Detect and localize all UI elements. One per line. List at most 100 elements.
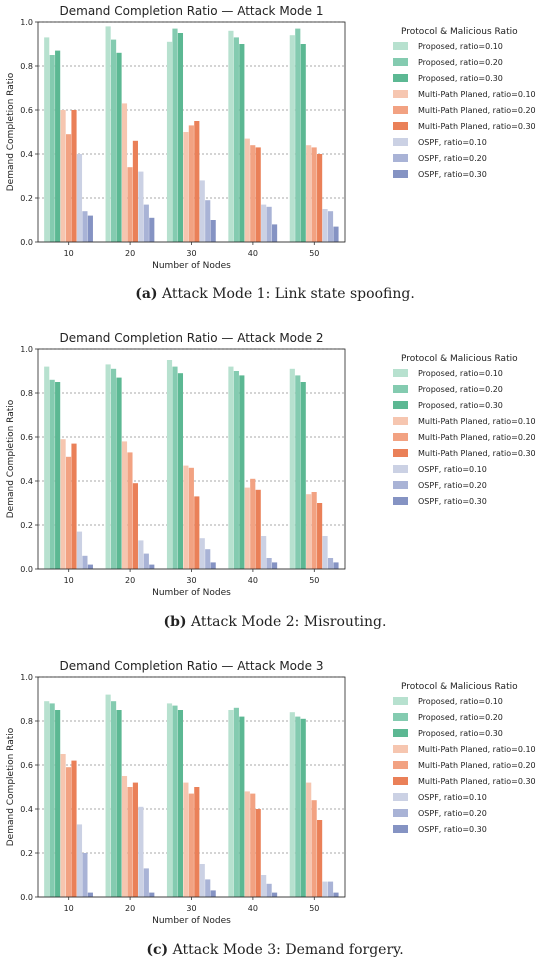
bar xyxy=(55,710,61,897)
bar xyxy=(194,787,200,897)
chart-title: Demand Completion Ratio — Attack Mode 2 xyxy=(60,331,324,345)
bar xyxy=(132,140,138,242)
x-tick-label: 40 xyxy=(248,576,258,585)
bar xyxy=(44,701,50,897)
bar xyxy=(143,204,149,242)
x-tick-label: 10 xyxy=(64,576,74,585)
x-tick-label: 10 xyxy=(64,249,74,258)
legend-swatch xyxy=(393,761,408,769)
legend-label: OSPF, ratio=0.20 xyxy=(418,809,487,818)
legend-label: Multi-Path Planed, ratio=0.10 xyxy=(418,745,536,754)
legend-swatch xyxy=(393,449,408,457)
bar xyxy=(177,710,184,897)
legend-swatch xyxy=(393,745,408,753)
bar xyxy=(105,364,111,569)
y-tick-label: 0.2 xyxy=(20,521,33,530)
legend-swatch xyxy=(393,497,408,505)
bar xyxy=(205,549,211,569)
bar xyxy=(177,33,184,242)
bar xyxy=(110,368,117,569)
x-tick-label: 50 xyxy=(309,249,319,258)
bar xyxy=(272,562,278,569)
bar xyxy=(255,809,261,897)
y-axis-label: Demand Completion Ratio xyxy=(6,727,16,846)
bar xyxy=(210,220,216,242)
y-tick-label: 0.8 xyxy=(20,389,33,398)
bar xyxy=(76,531,83,569)
x-tick-label: 10 xyxy=(64,904,74,913)
x-tick-label: 40 xyxy=(248,249,258,258)
bar xyxy=(49,703,55,897)
bar xyxy=(306,145,312,242)
bar xyxy=(261,536,267,569)
legend-swatch xyxy=(393,58,408,66)
chart-panel-1: Demand Completion Ratio — Attack Mode 1 0… xyxy=(0,0,550,280)
y-tick-label: 1.0 xyxy=(20,18,33,27)
bar xyxy=(210,890,216,897)
legend-swatch xyxy=(393,697,408,705)
bar xyxy=(289,368,295,569)
legend-title: Protocol & Malicious Ratio xyxy=(401,354,518,364)
y-tick-label: 0.6 xyxy=(20,761,33,770)
y-tick-label: 0.2 xyxy=(20,849,33,858)
legend-swatch xyxy=(393,481,408,489)
bar xyxy=(121,776,128,897)
x-tick-label: 50 xyxy=(309,904,319,913)
bar xyxy=(127,787,133,897)
bar xyxy=(55,50,61,242)
bar xyxy=(55,382,61,569)
bar xyxy=(261,875,267,897)
bar xyxy=(60,439,66,569)
legend-swatch xyxy=(393,90,408,98)
bar xyxy=(143,553,149,569)
legend-label: OSPF, ratio=0.20 xyxy=(418,481,487,490)
bar xyxy=(333,562,339,569)
bar xyxy=(244,487,250,569)
bar xyxy=(105,26,111,243)
y-tick-label: 0.0 xyxy=(20,893,33,902)
caption-letter: (a) xyxy=(135,286,158,302)
bar xyxy=(110,701,117,897)
caption-text: Attack Mode 3: Demand forgery. xyxy=(172,942,404,958)
bar xyxy=(87,892,93,897)
legend-swatch xyxy=(393,713,408,721)
chart-panel-2: Demand Completion Ratio — Attack Mode 2 0… xyxy=(0,327,550,612)
bar xyxy=(194,121,200,242)
x-axis-label: Number of Nodes xyxy=(152,588,231,598)
legend-label: Proposed, ratio=0.10 xyxy=(418,369,503,378)
bar xyxy=(87,564,93,569)
legend-label: OSPF, ratio=0.30 xyxy=(418,497,487,506)
bar xyxy=(44,366,50,569)
bar xyxy=(300,44,306,242)
legend-swatch xyxy=(393,825,408,833)
legend-swatch xyxy=(393,401,408,409)
bar xyxy=(333,226,339,242)
legend-swatch xyxy=(393,122,408,130)
bar xyxy=(166,41,173,242)
bar xyxy=(183,132,189,242)
x-tick-label: 20 xyxy=(125,904,135,913)
legend-label: Multi-Path Planed, ratio=0.20 xyxy=(418,761,536,770)
bar xyxy=(306,782,312,897)
legend-label: OSPF, ratio=0.30 xyxy=(418,170,487,179)
caption-b: (b) Attack Mode 2: Misrouting. xyxy=(0,614,550,630)
chart-panel-3: Demand Completion Ratio — Attack Mode 3 0… xyxy=(0,655,550,940)
y-tick-label: 0.6 xyxy=(20,106,33,115)
bar xyxy=(143,868,149,897)
x-tick-label: 30 xyxy=(186,904,196,913)
bar xyxy=(121,441,128,569)
legend-label: Multi-Path Planed, ratio=0.20 xyxy=(418,433,536,442)
bar xyxy=(255,147,261,242)
bar xyxy=(250,145,256,242)
legend-swatch xyxy=(393,417,408,425)
y-tick-label: 0.8 xyxy=(20,717,33,726)
bar xyxy=(49,379,55,569)
bar xyxy=(289,712,295,897)
bar xyxy=(199,864,205,897)
bar xyxy=(233,37,239,243)
legend-label: OSPF, ratio=0.20 xyxy=(418,154,487,163)
bar xyxy=(327,211,334,242)
legend-label: Proposed, ratio=0.30 xyxy=(418,74,503,83)
bar xyxy=(127,452,133,569)
bar xyxy=(233,371,239,569)
